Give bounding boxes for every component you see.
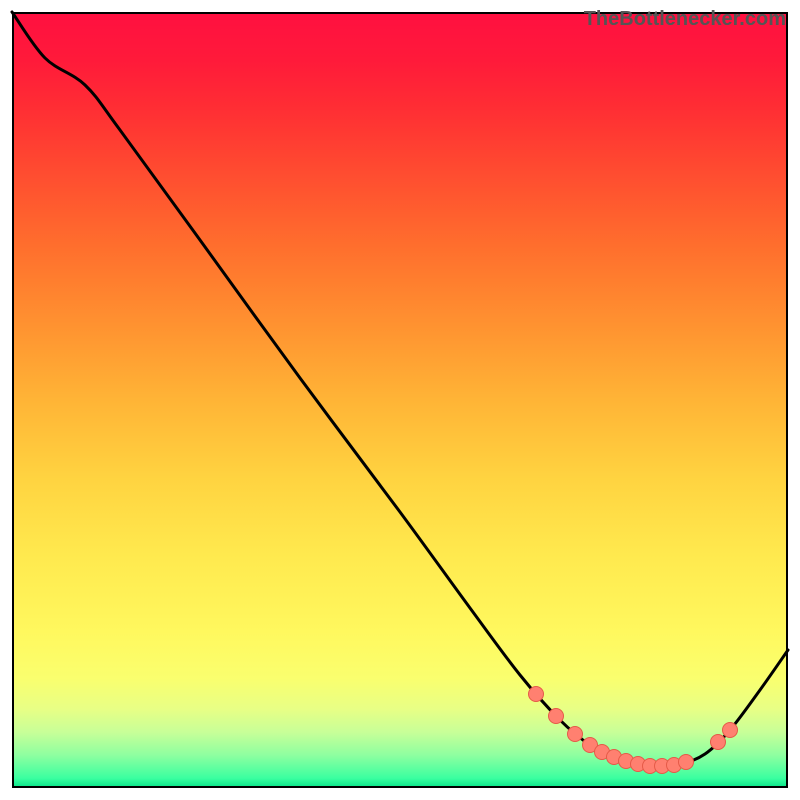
- plot-area: [0, 0, 800, 800]
- data-marker: [528, 686, 544, 702]
- curve-layer: [0, 0, 800, 800]
- bottleneck-curve: [12, 12, 788, 766]
- attribution-label: TheBottlenecker.com: [584, 8, 786, 31]
- data-marker: [548, 708, 564, 724]
- data-marker: [567, 726, 583, 742]
- data-marker: [710, 734, 726, 750]
- bottleneck-chart: TheBottlenecker.com: [0, 0, 800, 800]
- data-marker: [678, 754, 694, 770]
- data-marker: [722, 722, 738, 738]
